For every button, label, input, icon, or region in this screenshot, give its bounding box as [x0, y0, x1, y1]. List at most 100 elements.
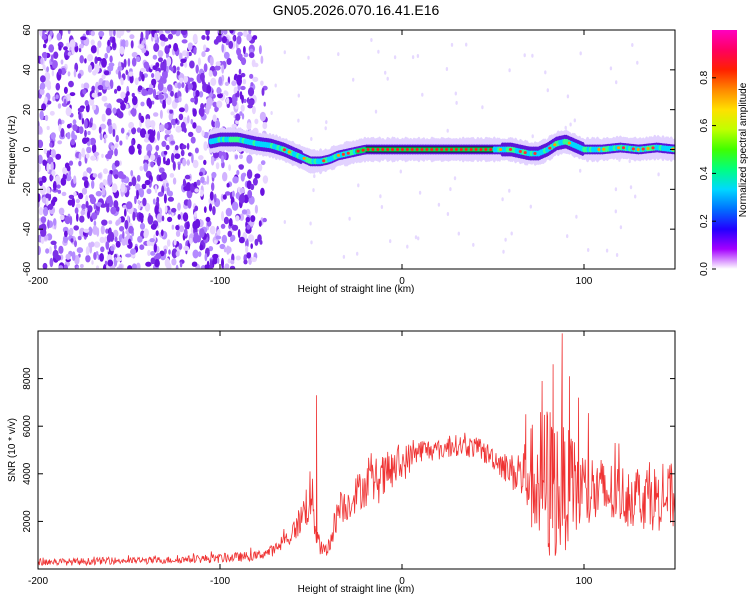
heatmap-cell	[67, 30, 71, 35]
heatmap-cell	[137, 199, 140, 205]
colorbar-label: Normalized spectral amplitude	[738, 82, 749, 217]
heatmap-cell	[137, 44, 144, 49]
heatmap-cell	[117, 66, 123, 71]
x-tick-label: -200	[28, 576, 48, 587]
heatmap-cell	[51, 69, 55, 77]
heatmap-cell	[128, 121, 135, 129]
heatmap-cell	[43, 43, 47, 49]
heatmap-cell	[234, 154, 239, 160]
heatmap-cell	[446, 212, 450, 216]
heatmap-cell	[63, 174, 67, 180]
heatmap-cell	[170, 90, 174, 97]
heatmap-cell	[192, 33, 198, 44]
heatmap-cell	[96, 202, 103, 207]
heatmap-cell	[76, 247, 84, 254]
heatmap-cell	[154, 151, 159, 159]
heatmap-cell	[449, 187, 452, 192]
heatmap-cell	[125, 69, 129, 76]
heatmap-cell	[175, 118, 178, 124]
heatmap-cell	[128, 71, 134, 77]
heatmap-cell	[67, 51, 72, 57]
heatmap-cell	[191, 153, 194, 164]
heatmap-cell	[62, 226, 69, 233]
heatmap-cell	[70, 138, 76, 146]
heatmap-cell	[112, 128, 116, 138]
heatmap-cell	[187, 115, 190, 124]
heatmap-cell	[243, 259, 248, 265]
heatmap-cell	[113, 229, 119, 238]
heatmap-cell	[212, 114, 217, 122]
heatmap-cell	[108, 124, 113, 135]
heatmap-cell	[159, 34, 166, 41]
heatmap-cell	[209, 225, 216, 235]
heatmap-cell	[206, 35, 210, 41]
heatmap-cell	[134, 77, 139, 86]
heatmap-cell	[38, 245, 41, 256]
heatmap-cell	[38, 193, 41, 203]
heatmap-cell	[147, 215, 154, 225]
heatmap-cell	[374, 109, 378, 114]
heatmap-cell	[366, 148, 370, 151]
heatmap-cell	[143, 162, 148, 172]
heatmap-cell	[232, 176, 239, 184]
heatmap-cell	[211, 171, 217, 179]
heatmap-cell	[200, 189, 204, 197]
y-tick-label: -20	[22, 182, 33, 197]
heatmap-cell	[57, 68, 62, 76]
heatmap-cell	[218, 76, 223, 86]
heatmap-cell	[105, 153, 111, 159]
heatmap-cell	[229, 265, 236, 269]
heatmap-cell	[182, 178, 186, 188]
heatmap-cell	[110, 149, 114, 156]
heatmap-cell	[110, 170, 113, 174]
heatmap-cell	[393, 55, 397, 60]
heatmap-cell	[131, 263, 137, 269]
heatmap-cell	[165, 144, 170, 151]
heatmap-cell	[183, 75, 189, 83]
heatmap-cell	[107, 65, 114, 71]
heatmap-cell	[508, 68, 511, 73]
heatmap-cell	[144, 137, 150, 143]
heatmap-cell	[107, 259, 114, 267]
heatmap-cell	[221, 36, 227, 44]
heatmap-cell	[251, 106, 256, 115]
heatmap-cell	[437, 202, 441, 207]
heatmap-cell	[90, 155, 97, 161]
heatmap-cell	[248, 52, 255, 59]
heatmap-cell	[352, 77, 355, 82]
heatmap-cell	[246, 224, 251, 230]
heatmap-cell	[246, 169, 253, 180]
heatmap-cell	[228, 164, 232, 172]
heatmap-cell	[381, 148, 385, 151]
heatmap-cell	[415, 148, 419, 151]
colorbar-ticks: 0.0 0.2 0.4 0.6 0.8	[699, 70, 716, 276]
heatmap-cell	[153, 43, 160, 52]
heatmap-cell	[440, 148, 444, 151]
heatmap-cell	[44, 114, 49, 122]
heatmap-cell	[205, 216, 211, 223]
heatmap-cell	[142, 197, 147, 207]
heatmap-cell	[167, 33, 173, 40]
heatmap-cell	[209, 191, 214, 201]
heatmap-cell	[243, 30, 248, 37]
heatmap-cell	[190, 118, 194, 125]
heatmap-cell	[73, 69, 77, 78]
heatmap-cell	[236, 47, 242, 56]
colorbar-tick-label: 0.6	[699, 118, 710, 132]
heatmap-cell	[217, 30, 224, 35]
y-tick-label: 4000	[22, 462, 33, 485]
heatmap-cell	[523, 53, 526, 58]
heatmap-cell	[120, 127, 125, 134]
heatmap-cell	[88, 226, 93, 237]
heatmap-cell	[164, 128, 172, 135]
heatmap-cell	[208, 70, 213, 77]
heatmap-cell	[50, 54, 54, 63]
heatmap-cell	[132, 95, 138, 106]
heatmap-cell	[223, 51, 230, 60]
heatmap-cell	[163, 150, 168, 155]
heatmap-cell	[43, 206, 49, 217]
heatmap-cell	[74, 207, 79, 214]
heatmap-cell	[180, 212, 184, 221]
heatmap-cell	[176, 70, 180, 76]
